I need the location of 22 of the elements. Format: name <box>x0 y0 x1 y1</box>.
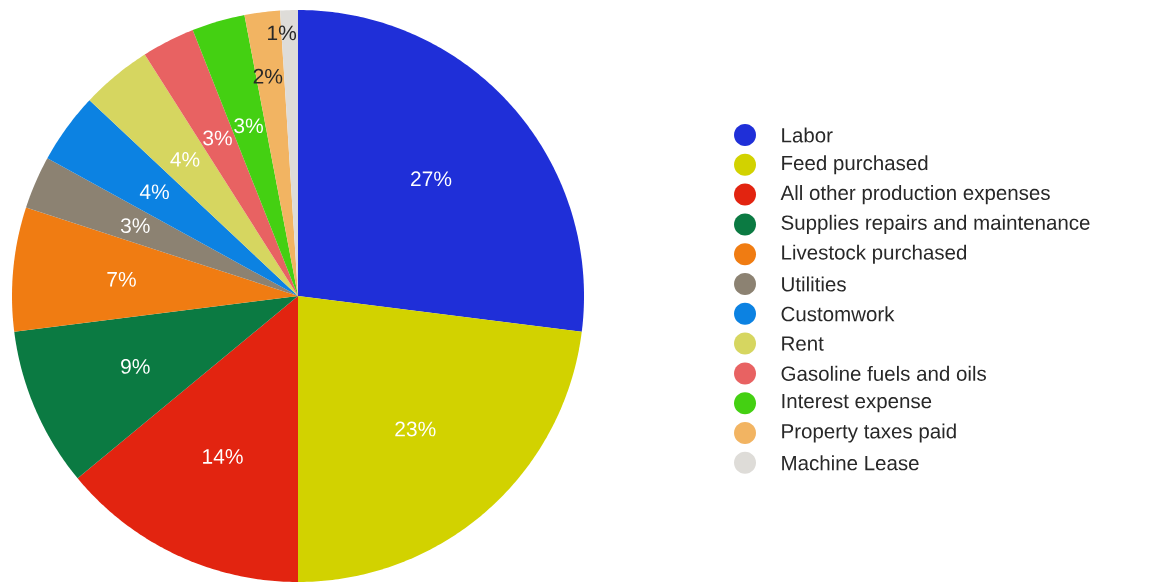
legend-label: Livestock purchased <box>782 244 967 264</box>
legend-label: Feed purchased <box>782 155 928 175</box>
data-label: 3% <box>203 130 232 146</box>
data-label: 4% <box>170 152 200 167</box>
legend-label: Property taxes paid <box>782 423 956 443</box>
data-label: 3% <box>234 118 263 134</box>
data-label: 4% <box>139 184 169 200</box>
legend-label: Customwork <box>781 306 895 322</box>
legend-label: Labor <box>782 127 833 143</box>
data-label: 7% <box>107 271 136 287</box>
legend-label: All other production expenses <box>780 185 1050 205</box>
legend-label: Rent <box>782 336 824 351</box>
legend-label: Interest expense <box>782 394 932 413</box>
data-label: 27% <box>411 171 452 187</box>
data-label: 23% <box>395 421 436 437</box>
data-label: 14% <box>203 449 243 464</box>
legend-label: Gasoline fuels and oils <box>781 365 987 381</box>
legend-label: Supplies repairs and maintenance <box>781 214 1090 234</box>
legend-label: Utilities <box>782 276 846 292</box>
data-label: 3% <box>120 218 150 234</box>
data-label: 9% <box>121 358 150 374</box>
legend-label: Machine Lease <box>782 455 919 471</box>
